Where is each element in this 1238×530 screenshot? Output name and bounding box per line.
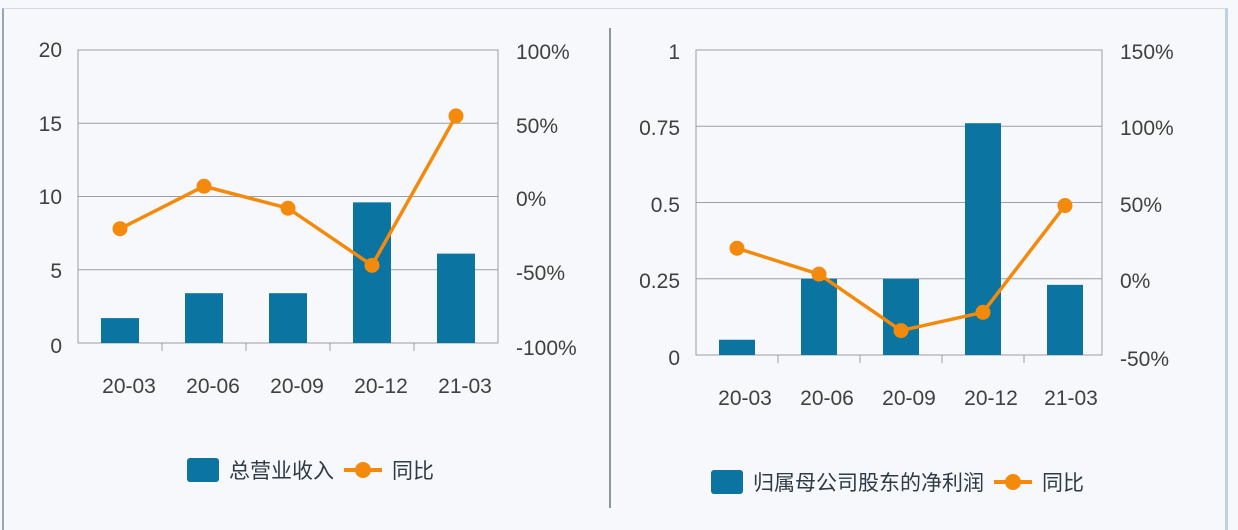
data-point bbox=[112, 221, 128, 237]
x-tick: 20-09 bbox=[270, 375, 324, 398]
x-tick: 20-12 bbox=[354, 375, 408, 398]
data-point bbox=[448, 108, 464, 124]
revenue-legend: 总营业收入 同比 bbox=[187, 455, 434, 485]
line-legend-label: 同比 bbox=[392, 460, 434, 483]
bar-series bbox=[101, 202, 475, 343]
bar bbox=[1047, 284, 1083, 355]
x-tick: 21-03 bbox=[1044, 387, 1098, 410]
data-point bbox=[729, 240, 745, 256]
x-tick: 20-12 bbox=[964, 387, 1018, 410]
right-tick: -50% bbox=[1120, 348, 1169, 371]
bar-legend-label: 归属母公司股东的净利润 bbox=[753, 472, 984, 495]
bar-legend-swatch bbox=[711, 470, 743, 494]
right-tick: 100% bbox=[1120, 117, 1174, 140]
data-point bbox=[1057, 198, 1073, 214]
data-point bbox=[364, 257, 380, 273]
right-tick: 0% bbox=[516, 188, 546, 211]
x-axis-labels: 20-03 20-06 20-09 20-12 21-03 bbox=[718, 387, 1098, 410]
x-tick: 20-03 bbox=[102, 375, 156, 398]
yoy-line-series bbox=[112, 108, 464, 273]
x-axis-labels: 20-03 20-06 20-09 20-12 21-03 bbox=[102, 375, 492, 398]
left-tick: 20 bbox=[39, 39, 62, 62]
data-point bbox=[811, 266, 827, 282]
right-tick: -50% bbox=[516, 262, 565, 285]
x-tick: 20-09 bbox=[882, 387, 936, 410]
left-tick: 15 bbox=[39, 113, 62, 136]
bar-series bbox=[719, 123, 1083, 355]
right-tick: 0% bbox=[1120, 270, 1150, 293]
bar bbox=[185, 293, 223, 343]
revenue-chart: 20 15 10 5 0 100% 50% 0% -50% -100% 20-0… bbox=[39, 39, 577, 398]
right-axis-ticks: 150% 100% 50% 0% -50% bbox=[1120, 41, 1174, 371]
bar bbox=[801, 278, 837, 355]
left-axis-ticks: 20 15 10 5 0 bbox=[39, 39, 62, 358]
left-axis-ticks: 1 0.75 0.5 0.25 0 bbox=[639, 41, 680, 370]
x-tick: 20-06 bbox=[800, 387, 854, 410]
yoy-line-series bbox=[729, 198, 1073, 339]
bar bbox=[965, 123, 1001, 355]
left-tick: 5 bbox=[50, 260, 62, 283]
x-tick: 20-03 bbox=[718, 387, 772, 410]
right-tick: 50% bbox=[1120, 194, 1162, 217]
right-tick: 150% bbox=[1120, 41, 1174, 64]
x-tick: 21-03 bbox=[438, 375, 492, 398]
line-legend-label: 同比 bbox=[1042, 472, 1084, 495]
bar bbox=[883, 278, 919, 355]
chart-frame bbox=[2, 8, 1228, 530]
data-point bbox=[893, 323, 909, 339]
right-tick: 50% bbox=[516, 115, 558, 138]
net-profit-legend: 归属母公司股东的净利润 同比 bbox=[711, 467, 1084, 497]
line-legend-marker-icon bbox=[994, 472, 1032, 492]
data-point bbox=[196, 178, 212, 194]
net-profit-chart: 1 0.75 0.5 0.25 0 150% 100% 50% 0% -50% … bbox=[639, 41, 1174, 410]
left-tick: 10 bbox=[39, 186, 62, 209]
left-tick: 0.75 bbox=[639, 117, 680, 140]
bar bbox=[101, 318, 139, 343]
line-legend-marker-icon bbox=[344, 460, 382, 480]
data-point bbox=[280, 200, 296, 216]
left-tick: 0.25 bbox=[639, 270, 680, 293]
right-axis-ticks: 100% 50% 0% -50% -100% bbox=[516, 41, 577, 360]
bar bbox=[437, 253, 475, 343]
bar bbox=[719, 339, 755, 355]
x-tick: 20-06 bbox=[186, 375, 240, 398]
left-tick: 0.5 bbox=[651, 194, 680, 217]
bar-legend-swatch bbox=[187, 458, 219, 482]
bar bbox=[269, 293, 307, 343]
left-tick: 0 bbox=[50, 335, 62, 358]
right-tick: -100% bbox=[516, 337, 577, 360]
left-tick: 0 bbox=[668, 347, 680, 370]
data-point bbox=[975, 304, 991, 320]
chart-divider bbox=[609, 28, 611, 508]
bar-legend-label: 总营业收入 bbox=[229, 460, 334, 483]
yoy-line bbox=[119, 115, 458, 268]
left-tick: 1 bbox=[668, 41, 680, 64]
right-tick: 100% bbox=[516, 41, 570, 64]
